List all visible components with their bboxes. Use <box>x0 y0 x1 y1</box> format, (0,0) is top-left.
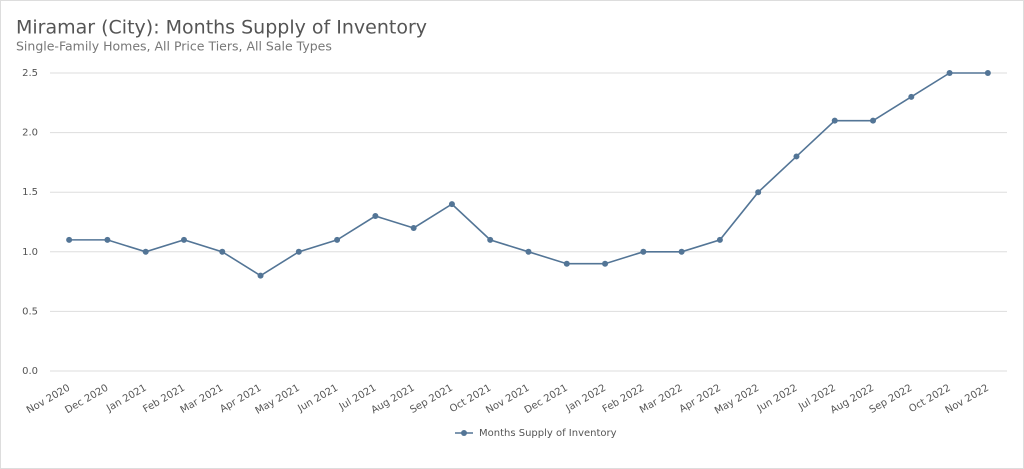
data-point <box>716 236 723 243</box>
data-point <box>755 189 762 196</box>
y-tick-label: 1.5 <box>22 187 38 198</box>
y-tick-label: 2.5 <box>22 68 38 79</box>
data-point <box>640 248 647 255</box>
data-point <box>142 248 149 255</box>
data-point <box>334 236 341 243</box>
data-point <box>870 117 877 124</box>
data-point <box>563 260 570 267</box>
data-point <box>448 201 455 208</box>
data-point <box>793 153 800 160</box>
data-point <box>602 260 609 267</box>
y-tick-label: 0.5 <box>22 306 38 317</box>
data-point <box>66 236 73 243</box>
data-point <box>946 70 953 76</box>
chart-subtitle: Single-Family Homes, All Price Tiers, Al… <box>16 39 332 54</box>
y-tick-label: 0.0 <box>22 366 38 377</box>
data-point <box>831 117 838 124</box>
data-point <box>487 236 494 243</box>
data-point <box>525 248 532 255</box>
data-point <box>180 236 187 243</box>
data-point <box>678 248 685 255</box>
data-point <box>410 224 417 231</box>
chart-title: Miramar (City): Months Supply of Invento… <box>16 17 427 39</box>
data-point <box>219 248 226 255</box>
data-point <box>104 236 111 243</box>
legend-marker <box>461 430 467 436</box>
data-point <box>908 93 915 100</box>
y-tick-label: 2.0 <box>22 128 38 139</box>
legend-label: Months Supply of Inventory <box>479 428 617 439</box>
data-point <box>257 272 264 279</box>
data-point <box>984 70 991 76</box>
y-tick-label: 1.0 <box>22 247 38 258</box>
data-point <box>295 248 302 255</box>
data-point <box>372 213 379 220</box>
